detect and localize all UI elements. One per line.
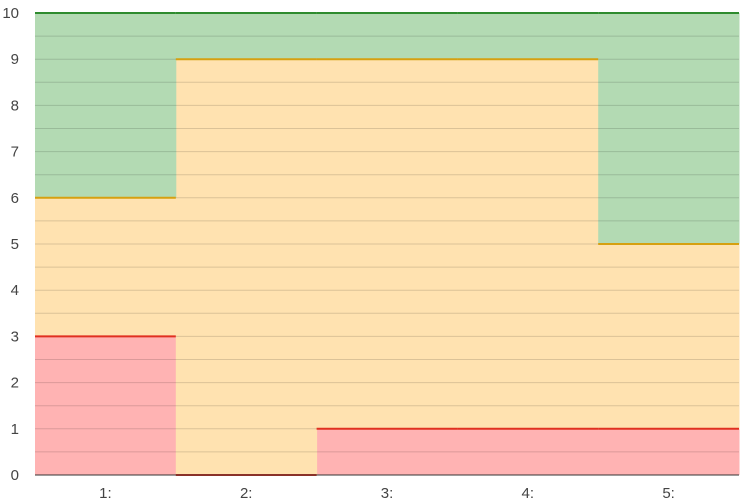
x-tick-label: 3: — [381, 485, 394, 502]
band-segment-2-3 — [316, 59, 458, 429]
y-axis-tick-labels: 0 1 2 3 4 5 6 7 8 9 10 — [2, 5, 19, 484]
x-tick-label: 2: — [240, 485, 253, 502]
area-bands — [35, 13, 740, 475]
y-tick-label: 0 — [11, 467, 19, 484]
band-segment-2-2 — [175, 59, 318, 475]
y-tick-label: 1 — [11, 421, 19, 438]
y-tick-label: 7 — [11, 144, 19, 161]
band-segment-3-1 — [35, 13, 177, 198]
band-segment-3-3 — [316, 13, 458, 60]
y-tick-label: 8 — [11, 97, 19, 114]
y-tick-label: 6 — [11, 190, 19, 207]
band-segment-3-2 — [175, 13, 318, 60]
band-segment-3-4 — [457, 13, 599, 60]
band-segment-1-5 — [598, 428, 740, 475]
grid-lines — [35, 35, 739, 453]
band-segment-1-4 — [457, 428, 599, 475]
y-tick-label: 2 — [11, 375, 19, 392]
y-tick-label: 10 — [2, 5, 19, 22]
band-segment-2-5 — [598, 244, 740, 429]
y-tick-label: 3 — [11, 328, 19, 345]
band-segment-2-1 — [35, 197, 177, 337]
x-tick-label: 5: — [662, 485, 675, 502]
band-segment-2-4 — [457, 59, 599, 429]
band-segment-1-3 — [316, 428, 458, 475]
x-tick-label: 4: — [522, 485, 535, 502]
x-tick-label: 1: — [99, 485, 112, 502]
band-segment-1-1 — [35, 336, 177, 475]
band-segment-3-5 — [598, 13, 740, 244]
y-tick-label: 5 — [11, 236, 19, 253]
band-top-edges — [35, 12, 739, 476]
x-axis-tick-labels: 1: 2: 3: 4: 5: — [99, 485, 675, 502]
y-tick-label: 4 — [11, 282, 19, 299]
y-tick-label: 9 — [11, 51, 19, 68]
